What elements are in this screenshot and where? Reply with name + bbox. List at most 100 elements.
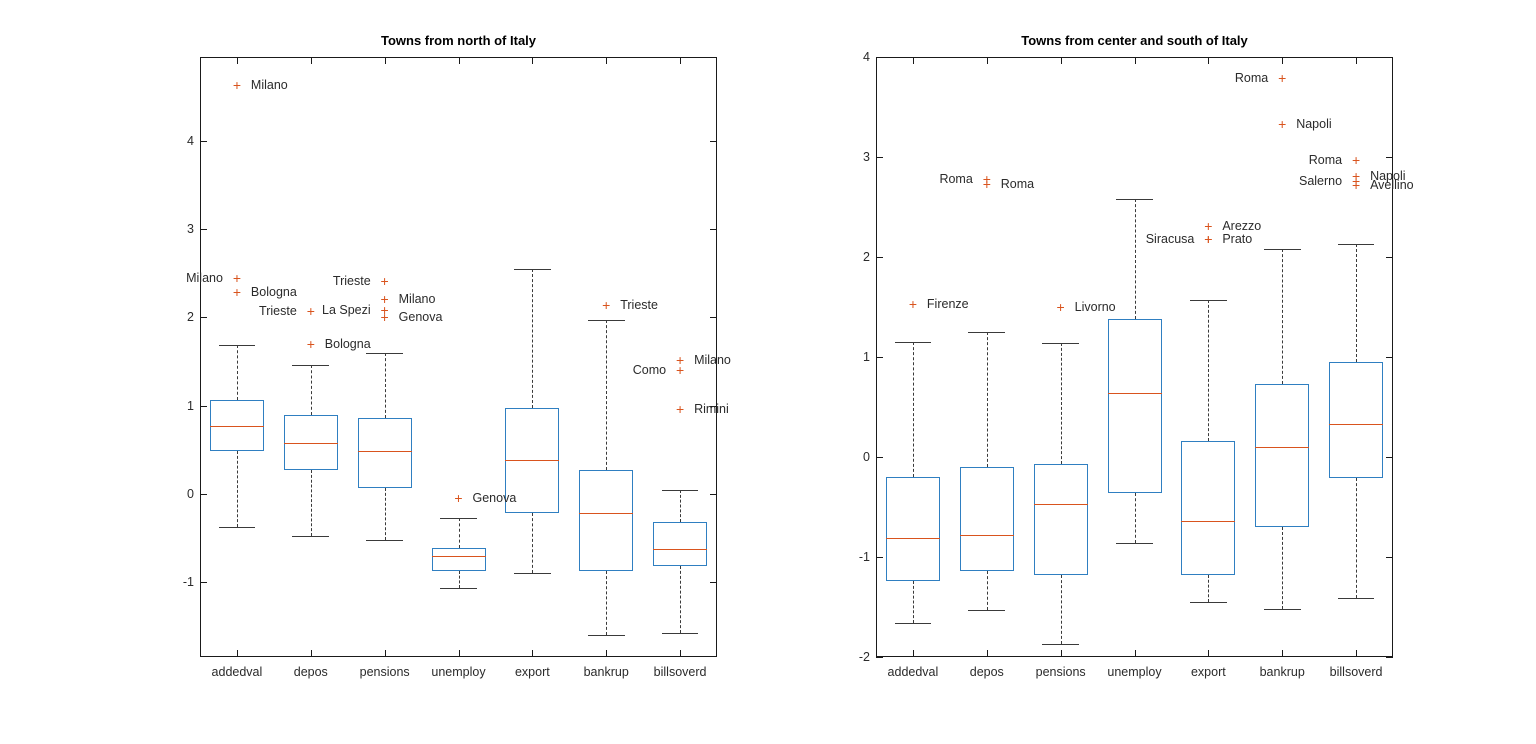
y-axis-tick-right <box>710 493 717 495</box>
whisker-lower <box>1356 478 1358 598</box>
whisker-lower <box>458 570 460 589</box>
x-axis-category-label: unemploy <box>1107 665 1162 679</box>
x-axis-category-label: billsoverd <box>653 665 707 679</box>
whisker-lower <box>1060 575 1062 644</box>
y-axis-tick-right <box>710 405 717 407</box>
plot-title-centersouth: Towns from center and south of Italy <box>1021 33 1248 48</box>
outlier-marker: + <box>232 269 242 286</box>
y-axis-tick-label: 0 <box>863 450 870 464</box>
x-axis-category-label: unemploy <box>431 665 486 679</box>
y-axis-tick-label: 4 <box>187 133 194 148</box>
x-axis-tick <box>1282 650 1284 657</box>
whisker-cap-lower <box>587 634 625 636</box>
outlier-marker: + <box>1204 231 1213 247</box>
outlier-label: Roma <box>1000 177 1035 191</box>
whisker-cap-lower <box>440 588 477 590</box>
whisker-cap-upper <box>218 344 256 346</box>
x-axis-tick-top <box>1134 57 1136 64</box>
median-line <box>1107 393 1162 394</box>
outlier-label: Roma <box>1308 153 1343 167</box>
outlier-marker: + <box>1056 299 1065 315</box>
whisker-lower <box>1134 493 1136 543</box>
x-axis-tick-top <box>912 57 914 64</box>
x-axis-category-label: addedval <box>211 665 263 679</box>
y-axis-tick <box>200 493 207 495</box>
median-line <box>357 450 412 452</box>
x-axis-tick <box>1134 650 1136 657</box>
outlier-marker: + <box>1351 168 1361 184</box>
whisker-cap-upper <box>1116 199 1153 200</box>
x-axis-tick <box>680 650 682 657</box>
whisker-upper <box>532 268 534 409</box>
whisker-lower <box>236 451 238 528</box>
outlier-label: Arezzo <box>1222 219 1262 233</box>
whisker-cap-upper <box>587 319 625 321</box>
whisker-cap-upper <box>292 364 330 366</box>
whisker-upper <box>1134 199 1136 319</box>
box-rect <box>431 547 486 571</box>
x-axis-category-label: depos <box>969 665 1004 679</box>
whisker-cap-upper <box>1263 249 1301 250</box>
y-axis-tick-right <box>710 140 717 142</box>
outlier-label: Firenze <box>926 297 969 311</box>
y-axis-tick <box>876 157 883 158</box>
whisker-upper <box>1060 343 1062 464</box>
x-axis-category-label: bankrup <box>1259 665 1305 679</box>
y-axis-tick <box>200 405 207 407</box>
box-rect <box>959 467 1014 571</box>
y-axis-tick <box>876 457 883 458</box>
median-line <box>579 513 634 515</box>
whisker-cap-lower <box>661 633 699 635</box>
y-axis-tick <box>876 257 883 258</box>
box-rect <box>1255 384 1310 527</box>
x-axis-tick <box>1208 650 1210 657</box>
whisker-upper <box>912 342 914 477</box>
whisker-cap-upper <box>1042 343 1079 344</box>
outlier-marker: + <box>306 303 315 320</box>
outlier-label: Rimini <box>694 402 729 417</box>
axes-frame-centersouth <box>876 57 1393 657</box>
box-rect <box>1181 441 1236 575</box>
outlier-label: Bologna <box>250 284 297 299</box>
box-rect <box>357 417 412 488</box>
outlier-label: Milano <box>398 291 436 306</box>
outlier-label: Livorno <box>1074 300 1116 314</box>
y-axis-tick-label: -1 <box>182 575 194 589</box>
whisker-lower <box>606 570 608 635</box>
x-axis-tick-top <box>384 57 386 64</box>
outlier-label: Roma <box>939 172 973 186</box>
x-axis-category-label: bankrup <box>583 665 629 679</box>
y-axis-tick-right <box>1386 57 1393 58</box>
box-rect <box>885 477 940 581</box>
x-axis-tick <box>532 650 534 657</box>
x-axis-tick <box>458 650 460 657</box>
boxplot-panel-centersouth: Towns from center and south of Italy -2 -… <box>859 33 1414 679</box>
box-rect <box>1033 464 1088 575</box>
outlier-marker: + <box>602 296 611 313</box>
outlier-label: Milano <box>250 78 288 93</box>
x-axis-tick-top <box>986 57 988 64</box>
outlier-label: Bologna <box>324 336 371 351</box>
whisker-cap-upper <box>968 332 1006 333</box>
median-line <box>209 425 264 427</box>
median-line <box>1255 447 1310 448</box>
outlier-marker: + <box>1204 218 1213 234</box>
y-axis-tick-right <box>710 229 717 231</box>
outlier-marker: + <box>675 362 685 379</box>
x-axis-tick-top <box>680 57 682 64</box>
median-line <box>505 460 560 462</box>
x-axis-category-label: addedval <box>887 665 939 679</box>
whisker-cap-upper <box>440 518 477 520</box>
y-axis-tick-label: 1 <box>187 398 194 413</box>
y-axis-tick <box>200 317 207 319</box>
y-axis-tick <box>200 229 207 231</box>
outlier-marker: + <box>1351 173 1361 189</box>
box-rect <box>283 415 338 470</box>
whisker-cap-upper <box>513 268 551 270</box>
y-axis-tick <box>200 582 207 583</box>
x-axis-tick-top <box>532 57 534 64</box>
whisker-upper <box>606 319 608 470</box>
y-axis-tick-right <box>710 582 717 583</box>
outlier-marker: + <box>1204 231 1213 247</box>
outlier-label: Milano <box>694 352 731 367</box>
